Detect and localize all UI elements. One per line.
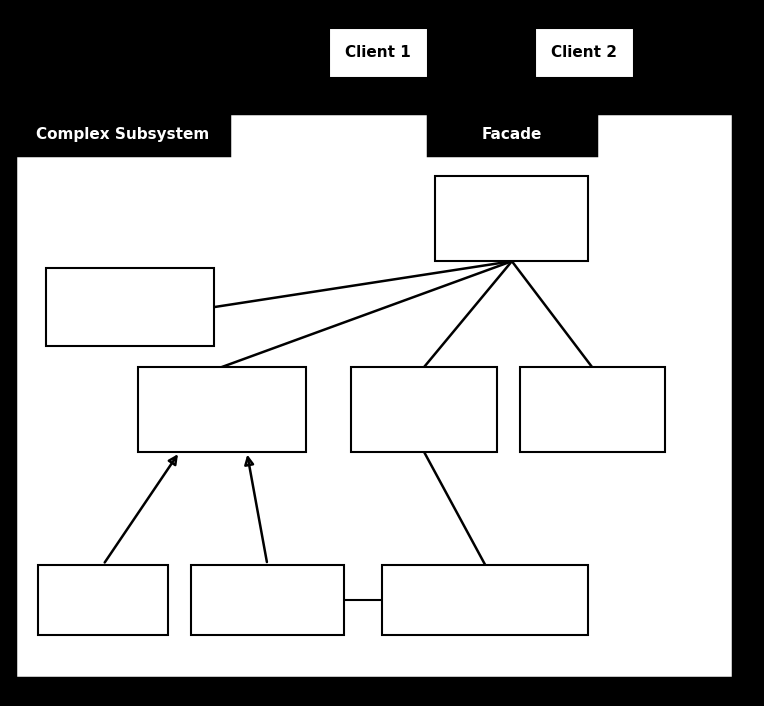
Bar [535, 28, 634, 78]
Bar [46, 268, 214, 346]
Bar [191, 565, 344, 635]
Bar [351, 367, 497, 452]
Text: Complex Subsystem: Complex Subsystem [36, 126, 209, 142]
Text: Client 1: Client 1 [345, 45, 411, 61]
Bar [15, 113, 733, 678]
Bar [520, 367, 665, 452]
Bar [15, 113, 229, 155]
Bar [329, 28, 428, 78]
Bar [435, 176, 588, 261]
Bar [38, 565, 168, 635]
Bar [138, 367, 306, 452]
Bar [382, 565, 588, 635]
Text: Client 2: Client 2 [552, 45, 617, 61]
Bar [428, 113, 596, 155]
Text: Facade: Facade [481, 126, 542, 142]
